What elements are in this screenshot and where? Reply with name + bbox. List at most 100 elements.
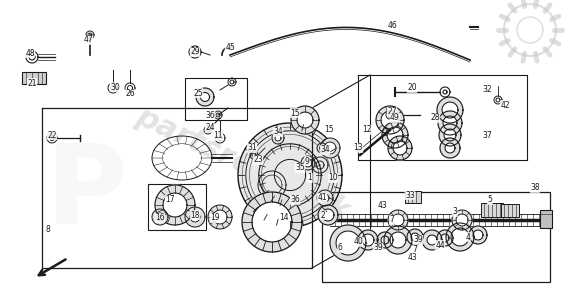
Text: 6: 6 bbox=[338, 243, 342, 252]
Polygon shape bbox=[155, 185, 195, 225]
Text: 33: 33 bbox=[405, 190, 415, 199]
Text: 5: 5 bbox=[488, 195, 492, 204]
Polygon shape bbox=[438, 111, 462, 135]
Polygon shape bbox=[388, 210, 408, 230]
Text: 15: 15 bbox=[324, 125, 334, 134]
Text: P: P bbox=[46, 140, 127, 247]
Text: 42: 42 bbox=[500, 100, 510, 109]
Text: 47: 47 bbox=[83, 35, 93, 44]
Bar bbox=[481, 203, 503, 217]
Bar bbox=[501, 204, 519, 217]
Text: 17: 17 bbox=[165, 195, 175, 204]
Polygon shape bbox=[208, 205, 232, 229]
Text: 37: 37 bbox=[482, 131, 492, 139]
Text: 35: 35 bbox=[295, 164, 305, 173]
Text: 26: 26 bbox=[125, 89, 135, 99]
Polygon shape bbox=[444, 129, 456, 141]
Polygon shape bbox=[456, 214, 468, 226]
Polygon shape bbox=[320, 138, 340, 158]
Polygon shape bbox=[411, 233, 419, 241]
Polygon shape bbox=[451, 228, 469, 246]
Bar bbox=[322, 192, 550, 282]
Text: 23: 23 bbox=[253, 156, 263, 164]
Polygon shape bbox=[381, 111, 399, 129]
Text: 7: 7 bbox=[413, 246, 417, 254]
Polygon shape bbox=[407, 229, 423, 245]
Polygon shape bbox=[272, 132, 284, 144]
Polygon shape bbox=[362, 234, 374, 246]
Text: 3: 3 bbox=[453, 207, 457, 217]
Polygon shape bbox=[336, 231, 360, 255]
Polygon shape bbox=[190, 212, 200, 222]
Text: 20: 20 bbox=[407, 83, 417, 92]
Polygon shape bbox=[441, 234, 449, 242]
Polygon shape bbox=[200, 92, 210, 102]
Text: 34: 34 bbox=[320, 145, 330, 154]
Text: 12: 12 bbox=[362, 125, 372, 134]
Bar bbox=[185, 78, 247, 120]
Text: 31: 31 bbox=[247, 144, 257, 153]
Bar bbox=[540, 210, 552, 228]
Polygon shape bbox=[321, 194, 329, 202]
Polygon shape bbox=[437, 97, 463, 123]
Text: 18: 18 bbox=[190, 210, 200, 220]
Polygon shape bbox=[322, 209, 334, 221]
Polygon shape bbox=[439, 124, 461, 146]
Polygon shape bbox=[387, 127, 403, 143]
Polygon shape bbox=[213, 210, 227, 224]
Text: 39: 39 bbox=[373, 243, 383, 252]
Text: 27: 27 bbox=[387, 108, 397, 117]
Text: 36: 36 bbox=[290, 195, 300, 204]
Polygon shape bbox=[469, 226, 487, 244]
Bar bbox=[22, 72, 46, 84]
Text: 38: 38 bbox=[530, 184, 540, 193]
Text: 21: 21 bbox=[27, 78, 36, 88]
Text: 28: 28 bbox=[430, 114, 439, 122]
Polygon shape bbox=[437, 230, 453, 246]
Polygon shape bbox=[392, 214, 404, 226]
Polygon shape bbox=[452, 210, 472, 230]
Text: 40: 40 bbox=[353, 238, 363, 246]
Polygon shape bbox=[318, 205, 338, 225]
Polygon shape bbox=[152, 209, 168, 225]
Polygon shape bbox=[242, 192, 302, 252]
Polygon shape bbox=[156, 213, 164, 221]
Polygon shape bbox=[390, 232, 406, 248]
Polygon shape bbox=[384, 226, 412, 254]
Text: 44: 44 bbox=[435, 240, 445, 249]
Text: 36: 36 bbox=[205, 111, 215, 119]
Polygon shape bbox=[196, 88, 214, 106]
Text: 16: 16 bbox=[155, 213, 165, 223]
Polygon shape bbox=[382, 122, 408, 148]
Text: 46: 46 bbox=[388, 21, 398, 30]
Bar bbox=[405, 191, 421, 203]
Text: 1: 1 bbox=[307, 173, 313, 182]
Polygon shape bbox=[443, 116, 457, 130]
Polygon shape bbox=[422, 230, 442, 250]
Text: 43: 43 bbox=[408, 254, 418, 263]
Text: 8: 8 bbox=[46, 226, 50, 235]
Polygon shape bbox=[275, 135, 281, 141]
Polygon shape bbox=[473, 230, 483, 240]
Text: 9: 9 bbox=[305, 156, 309, 165]
Polygon shape bbox=[297, 112, 313, 128]
Polygon shape bbox=[317, 143, 327, 153]
Text: 4: 4 bbox=[466, 232, 470, 241]
Text: 2: 2 bbox=[321, 210, 325, 220]
Text: 39: 39 bbox=[413, 235, 423, 244]
Text: 32: 32 bbox=[482, 86, 492, 94]
Text: 15: 15 bbox=[290, 108, 300, 117]
Polygon shape bbox=[358, 230, 378, 250]
Polygon shape bbox=[238, 123, 342, 227]
Text: 19: 19 bbox=[210, 213, 220, 223]
Polygon shape bbox=[185, 207, 205, 227]
Text: 13: 13 bbox=[353, 144, 363, 153]
Bar bbox=[148, 184, 206, 230]
Polygon shape bbox=[427, 235, 437, 245]
Polygon shape bbox=[291, 106, 319, 134]
Polygon shape bbox=[442, 102, 458, 118]
Polygon shape bbox=[317, 190, 333, 206]
Text: 11: 11 bbox=[213, 131, 223, 140]
Polygon shape bbox=[252, 202, 292, 242]
Polygon shape bbox=[381, 236, 389, 244]
